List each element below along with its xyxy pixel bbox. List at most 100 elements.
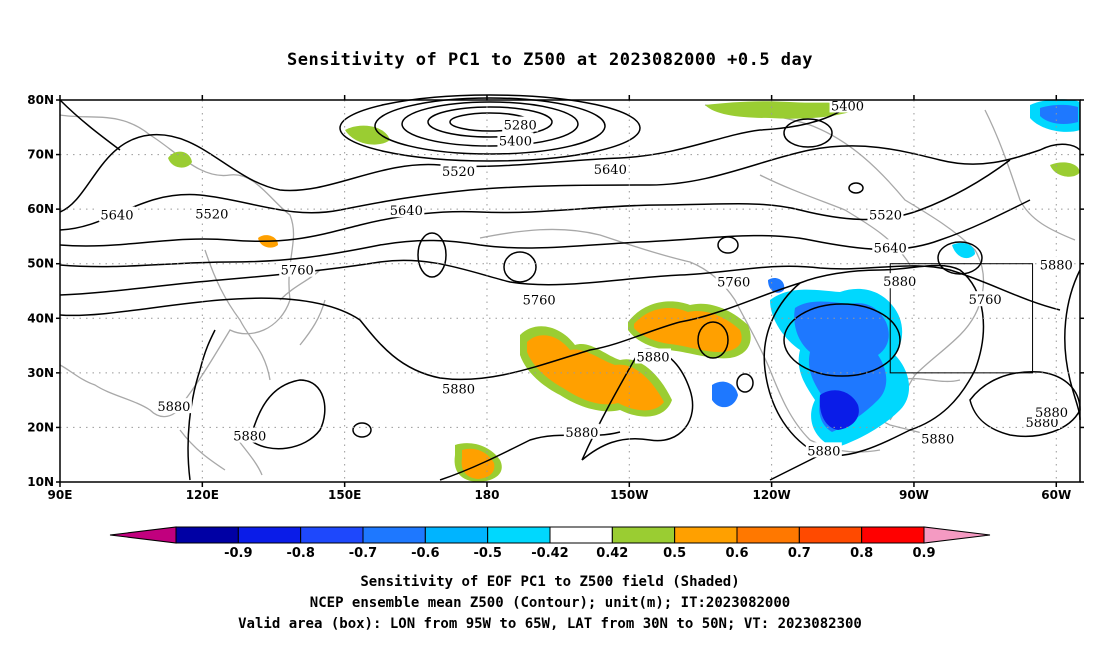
contour-label-bg [829,97,866,113]
contour-label-bg [867,206,904,222]
contour-label: 5880 [1025,416,1058,431]
lon-tick-label: 150E [328,488,361,502]
lat-tick-label: 30N [27,366,54,380]
contour-label-bg [231,427,268,443]
contour-label: 5760 [717,276,750,291]
colorbar-segment [549,526,613,544]
colorbar-arrow-right [923,526,991,544]
caption-line-1: Sensitivity of EOF PC1 to Z500 field (Sh… [360,574,740,590]
lat-tick-label: 10N [27,475,54,489]
contour-label: 5400 [499,134,532,149]
valid-area-box-layer [889,263,1034,374]
map-gridlines [60,100,1080,482]
colorbar-arrow-left [109,526,177,544]
contour-label: 5640 [100,209,133,224]
colorbar-segment [362,526,426,544]
contour-label: 5880 [921,432,954,447]
contour-label: 5880 [883,275,916,290]
colorbar-segment [861,526,925,544]
contour-label-bg [563,423,600,439]
colorbar-segment [798,526,863,544]
colorbar: -0.9 -0.8 -0.7 -0.6 -0.5 -0.42 0.42 0.5 0.6 0.7 0.… [109,526,991,561]
z500-contours [59,94,1081,481]
contour-label-bg [388,202,425,218]
colorbar-tick-label: -0.5 [473,546,501,561]
contour-label-bg [502,116,539,132]
lon-tick-label: 120W [752,488,790,502]
contour-label-bg [592,160,629,176]
contour-label: 5760 [281,264,314,279]
contour-label-bg [635,348,672,364]
east-asia-coast [204,249,271,381]
map-frame [59,99,1081,483]
map-border [59,99,1081,483]
figure-title: Sensitivity of PC1 to Z500 at 2023082000… [286,50,813,70]
southeast-asia-coast [179,429,263,476]
contour-label-bg [440,162,477,178]
contour-label-bg [881,273,918,289]
caption-block: Sensitivity of EOF PC1 to Z500 field (Sh… [0,572,1100,635]
lon-tick-label: 120E [186,488,219,502]
colorbar-segment [611,526,676,544]
north-america-east-coast [704,104,985,421]
contour-label: 5760 [969,293,1002,308]
asia-coastline [59,114,295,418]
contour-label: 5520 [195,208,228,223]
colorbar-tick-label: -0.6 [411,546,439,561]
colorbar-segment [237,526,302,544]
colorbar-tick-label: 0.42 [596,546,628,561]
colorbar-segment [736,526,800,544]
contour-label: 5880 [1040,258,1073,273]
sensitivity-shading [168,99,1080,482]
contour-label-bg [440,380,477,396]
lat-tick-label: 60N [27,202,54,216]
colorbar-tick-label: -0.7 [349,546,377,561]
lat-tick-label: 40N [27,311,54,325]
contour-label-bg [715,273,752,289]
contour-label-bg [967,291,1004,307]
caption-line-2: NCEP ensemble mean Z500 (Contour); unit(… [309,595,791,611]
lon-tick-label: 60W [1041,488,1071,502]
lat-tick-label: 20N [27,420,54,434]
contour-label: 5640 [390,204,423,219]
contour-label-bg [155,398,192,414]
contour-label: 5880 [807,444,840,459]
lat-tick-label: 80N [27,93,54,107]
colorbar-tick-label: 0.6 [725,546,748,561]
lat-tick-label: 70N [27,148,54,162]
colorbar-segment [674,526,738,544]
colorbar-segment [424,526,489,544]
contour-label: 5640 [594,163,627,178]
colorbar-tick-label: -0.42 [531,546,568,561]
lon-tick-label: 90W [899,488,929,502]
colorbar-tick-label: 0.8 [850,546,873,561]
colorbar-tick-label: -0.9 [224,546,252,561]
lon-tick-label: 150W [610,488,648,502]
contour-label-bg [1033,404,1070,420]
colorbar-tick-label: -0.8 [286,546,314,561]
contour-label-bg [919,430,956,446]
contour-label: 5760 [523,294,556,309]
colorbar-segment [487,526,551,544]
contour-label-bg [521,291,558,307]
north-america-west-coast [479,228,881,453]
contour-label-bg [872,239,909,255]
contour-label: 5880 [157,400,190,415]
contour-label-bg [805,442,842,458]
contour-label-bg [98,206,135,222]
colorbar-tick-label: 0.7 [788,546,811,561]
contour-label: 5880 [233,430,266,445]
colorbar-segment [175,526,239,544]
contour-label: 5880 [636,350,669,365]
lon-tick-label: 90E [48,488,73,502]
coastlines [59,104,1076,476]
contour-label: 5880 [565,426,598,441]
contour-label-bg [193,205,230,221]
contour-label-bg [279,261,316,277]
valid-area-box [889,263,1034,374]
colorbar-tick-label: 0.9 [912,546,935,561]
greenland-labrador [984,109,1076,241]
